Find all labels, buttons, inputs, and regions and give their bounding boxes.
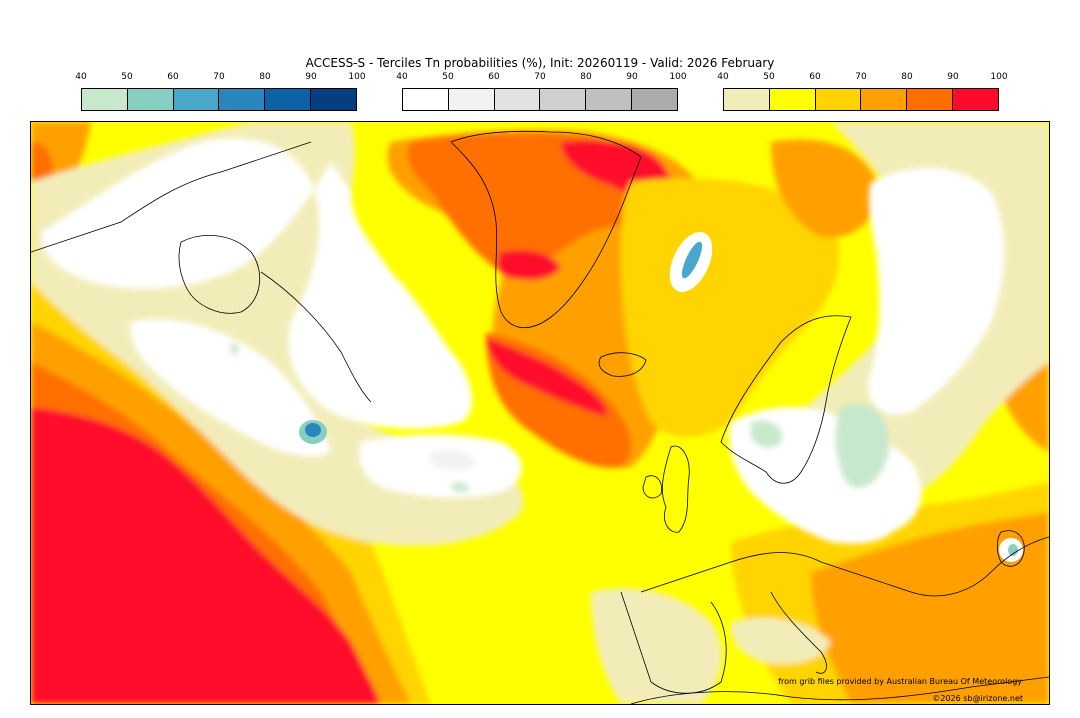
coast-uk xyxy=(661,445,690,533)
coast-italy xyxy=(770,591,827,674)
map-canvas xyxy=(31,122,1049,704)
swatch xyxy=(494,89,541,110)
tick-label: 60 xyxy=(167,72,179,82)
map-title: ACCESS-S - Terciles Tn probabilities (%)… xyxy=(305,56,775,70)
colorbar-normal-ticks: 40 50 60 70 80 90 100 xyxy=(396,72,686,84)
colorbar-above-swatches xyxy=(723,88,999,111)
swatch xyxy=(311,89,356,110)
field-green-russia xyxy=(835,404,890,488)
field-green-scandinavia xyxy=(751,420,782,448)
field-red-atlantic xyxy=(31,407,381,704)
probability-map[interactable] xyxy=(30,121,1050,705)
tick-label: 80 xyxy=(901,72,913,82)
field-green-labrador xyxy=(230,343,239,355)
coast-ireland xyxy=(642,475,663,499)
swatch xyxy=(540,89,587,110)
source-credit: from grib files provided by Australian B… xyxy=(778,677,1022,686)
coast-iberia xyxy=(620,591,727,694)
tick-label: 60 xyxy=(488,72,500,82)
coast-hudson xyxy=(178,235,260,314)
coast-iceland xyxy=(598,352,647,377)
coast-africa xyxy=(630,676,1049,704)
swatch xyxy=(769,89,816,110)
coast-greenland xyxy=(450,130,642,329)
field-darkblue-labrador-sea xyxy=(305,423,321,437)
tick-label: 60 xyxy=(809,72,821,82)
field-white-russia xyxy=(868,168,1005,415)
colorbar-above-ticks: 40 50 60 70 80 90 100 xyxy=(717,72,1007,84)
tick-label: 90 xyxy=(947,72,959,82)
field-red-icelandsea xyxy=(486,337,607,417)
copyright-credit: ©2026 sb@irizone.net xyxy=(932,694,1023,703)
swatch xyxy=(724,89,770,110)
tick-label: 100 xyxy=(990,72,1008,82)
coast-scandinavia xyxy=(720,315,852,484)
swatch xyxy=(448,89,495,110)
field-grey-midatlantic xyxy=(429,450,476,471)
field-blue-caspian xyxy=(1008,544,1018,556)
tick-label: 50 xyxy=(763,72,775,82)
colorbar-normal: 40 50 60 70 80 90 100 xyxy=(396,72,687,114)
tick-label: 70 xyxy=(855,72,867,82)
field-green-atlantic xyxy=(451,482,470,492)
swatch xyxy=(127,89,174,110)
field-orange-arctic-ne xyxy=(771,139,881,238)
swatch xyxy=(265,89,312,110)
tick-label: 50 xyxy=(121,72,133,82)
tick-label: 40 xyxy=(75,72,87,82)
colorbar-below: 40 50 60 70 80 90 100 xyxy=(75,72,366,114)
field-red-arctic-nw xyxy=(31,142,53,181)
tick-label: 90 xyxy=(626,72,638,82)
colorbar-above: 40 50 60 70 80 90 100 xyxy=(717,72,1008,114)
swatch xyxy=(219,89,266,110)
coast-europe xyxy=(640,536,1049,597)
swatch xyxy=(632,89,677,110)
tick-label: 100 xyxy=(348,72,366,82)
field-white-labrador xyxy=(130,319,331,456)
swatch xyxy=(907,89,954,110)
swatch xyxy=(173,89,220,110)
swatch xyxy=(815,89,862,110)
colorbar-below-ticks: 40 50 60 70 80 90 100 xyxy=(75,72,365,84)
field-blue-svalbard xyxy=(681,241,703,279)
tick-label: 90 xyxy=(305,72,317,82)
tick-label: 70 xyxy=(213,72,225,82)
swatch xyxy=(82,89,128,110)
swatch xyxy=(403,89,449,110)
coastlines xyxy=(31,130,1049,704)
swatch xyxy=(861,89,908,110)
field-white-canada xyxy=(41,138,472,429)
swatch xyxy=(586,89,633,110)
tick-label: 70 xyxy=(534,72,546,82)
tick-label: 80 xyxy=(259,72,271,82)
tick-label: 40 xyxy=(396,72,408,82)
field-orange-norwegian-sea xyxy=(621,178,840,438)
tick-label: 50 xyxy=(442,72,454,82)
coast-caspian xyxy=(996,530,1025,567)
coast-labrador xyxy=(260,271,372,403)
tick-label: 100 xyxy=(669,72,687,82)
field-darkorange-se-europe xyxy=(811,512,1049,704)
tick-label: 40 xyxy=(717,72,729,82)
coast-canada xyxy=(31,141,312,253)
field-beige-med xyxy=(730,618,831,664)
field-red-greenland-w xyxy=(497,250,561,280)
colorbar-normal-swatches xyxy=(402,88,678,111)
colorbar-below-swatches xyxy=(81,88,357,111)
tick-label: 80 xyxy=(580,72,592,82)
field-beige-iberia xyxy=(591,588,722,704)
swatch xyxy=(953,89,998,110)
